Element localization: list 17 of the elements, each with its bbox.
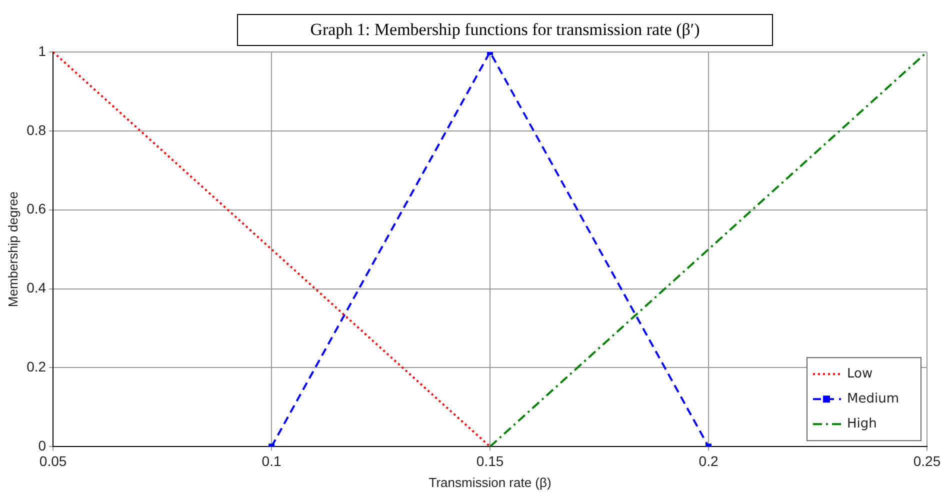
y-tick-label: 0.8 (26, 122, 46, 138)
legend-label: Low (847, 366, 873, 382)
y-tick-label: 0.2 (26, 358, 46, 375)
x-tick-label: 0.25 (913, 452, 941, 469)
x-tick-label: 0.2 (698, 452, 718, 469)
x-axis-title: Transmission rate (β) (428, 474, 552, 490)
y-tick-label: 0.6 (26, 200, 46, 217)
y-tick-label: 1 (38, 42, 46, 59)
chart-title: Graph 1: Membership functions for transmission rate (β′) (237, 14, 773, 46)
x-tick-label: 0.05 (39, 452, 67, 469)
x-tick-label: 0.1 (262, 452, 282, 469)
y-axis-title: Membership degree (5, 191, 20, 308)
x-tick-label: 0.15 (476, 452, 504, 469)
legend-label: High (847, 416, 877, 432)
y-tick-label: 0 (38, 437, 46, 454)
y-tick-label: 0.4 (26, 280, 46, 296)
legend-label: Medium (847, 391, 899, 406)
